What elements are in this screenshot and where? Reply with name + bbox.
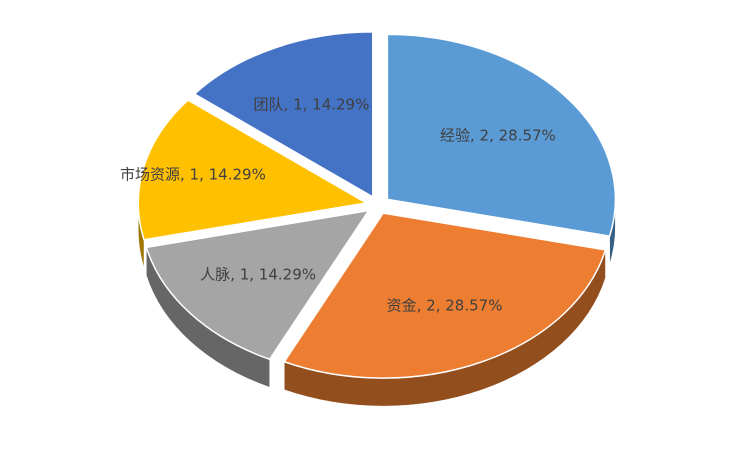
label-value: , 1, 14.29% — [180, 165, 266, 183]
slice — [145, 209, 371, 361]
label-category: 人脉 — [200, 265, 230, 283]
slice — [283, 212, 607, 379]
label-value: , 2, 28.57% — [417, 296, 503, 314]
label-category: 经验 — [440, 126, 470, 144]
slice — [137, 99, 369, 241]
slice — [193, 31, 374, 199]
slice — [386, 33, 617, 237]
label-category: 市场资源 — [120, 165, 180, 183]
label-value: , 2, 28.57% — [470, 126, 556, 144]
label-category: 资金 — [387, 296, 417, 314]
label-value: , 1, 14.29% — [230, 265, 316, 283]
label-value: , 1, 14.29% — [284, 95, 370, 113]
data-label: 资金, 2, 28.57% — [387, 296, 503, 314]
data-label: 市场资源, 1, 14.29% — [120, 165, 266, 183]
data-label: 团队, 1, 14.29% — [254, 95, 370, 113]
label-category: 团队 — [254, 95, 284, 113]
data-label: 人脉, 1, 14.29% — [200, 265, 316, 283]
data-label: 经验, 2, 28.57% — [440, 126, 556, 144]
